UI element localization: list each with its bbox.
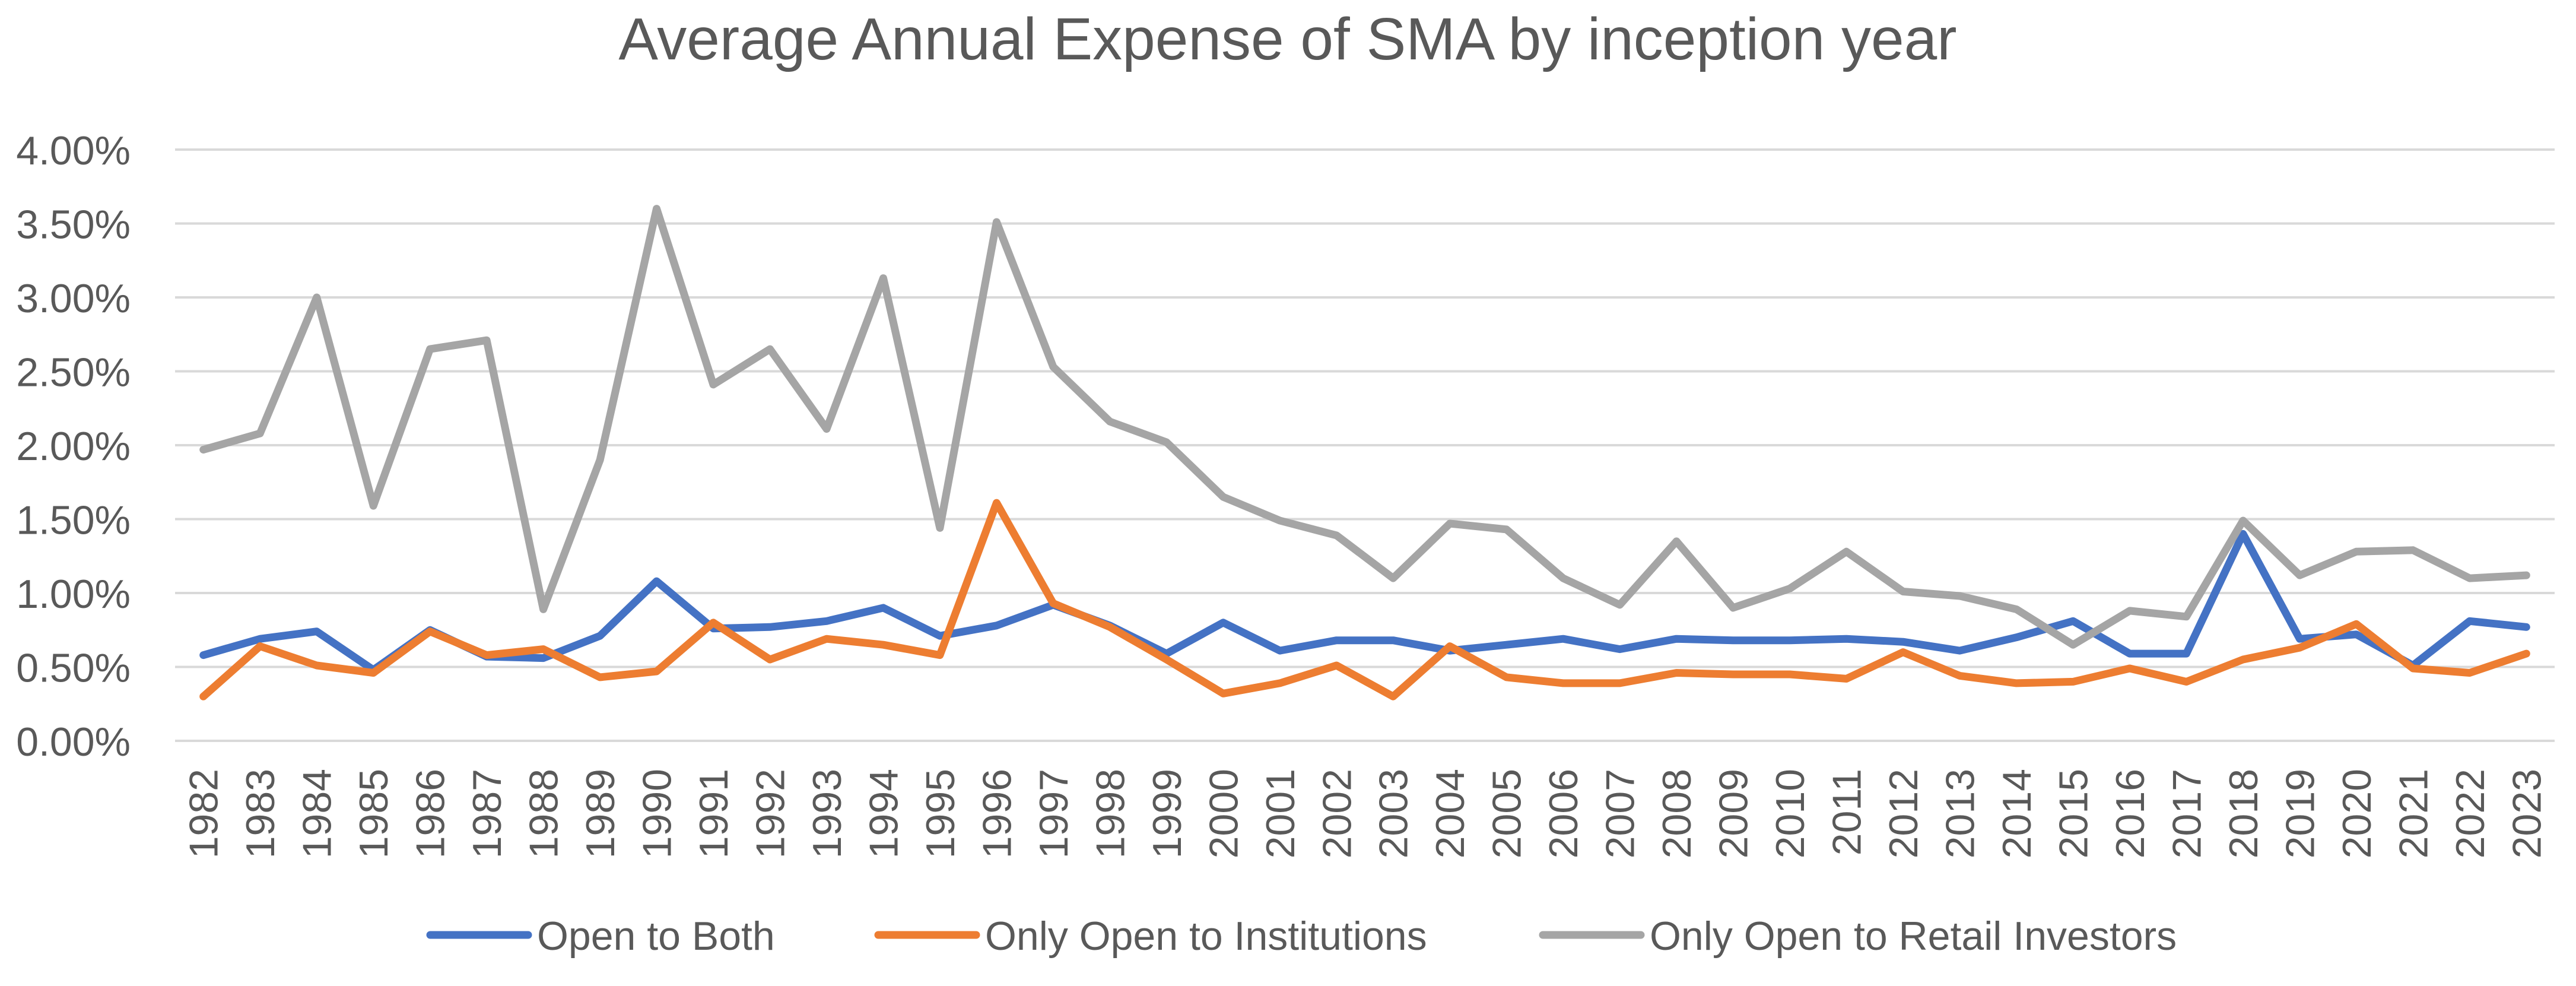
x-tick-label: 1985: [351, 769, 396, 858]
x-tick-label: 2014: [1994, 769, 2040, 858]
x-tick-label: 2002: [1314, 769, 1360, 858]
gridlines: [175, 148, 2555, 742]
x-tick-label: 1982: [182, 769, 227, 858]
x-tick-label: 1987: [465, 769, 510, 858]
series-line-3[interactable]: [199, 205, 2530, 649]
series-line-1[interactable]: [199, 530, 2530, 674]
legend-item[interactable]: Only Open to Institutions: [874, 914, 1427, 959]
x-tick-label: 2005: [1485, 769, 1530, 858]
y-tick-label: 3.50%: [16, 202, 131, 248]
x-tick-label: 1992: [748, 769, 793, 858]
x-tick-label: 1997: [1031, 769, 1076, 858]
x-tick-label: 2013: [1938, 769, 1983, 858]
y-tick-label: 1.00%: [16, 572, 131, 617]
x-tick-label: 2020: [2334, 769, 2380, 858]
legend-label: Open to Both: [537, 914, 775, 959]
y-tick-label: 2.00%: [16, 424, 131, 469]
y-tick-label: 3.00%: [16, 276, 131, 321]
y-tick-label: 0.50%: [16, 646, 131, 691]
x-axis-tick-labels: 1982 1983 1984 1985 1986 1987 1988 1989 1990 1991…: [182, 769, 2550, 858]
x-tick-label: 2010: [1768, 769, 1813, 858]
x-tick-label: 1991: [691, 769, 736, 858]
x-tick-label: 2000: [1201, 769, 1246, 858]
y-tick-label: 2.50%: [16, 350, 131, 395]
x-tick-label: 2006: [1541, 769, 1586, 858]
legend-item[interactable]: Open to Both: [426, 914, 775, 959]
x-tick-label: 2011: [1825, 769, 1870, 855]
x-tick-label: 2017: [2164, 769, 2209, 858]
x-tick-label: 2004: [1428, 769, 1473, 858]
chart-title: Average Annual Expense of SMA by incepti…: [618, 6, 1956, 72]
x-tick-label: 1989: [578, 769, 623, 858]
series-line-2[interactable]: [199, 499, 2530, 700]
x-tick-label: 1995: [918, 769, 963, 858]
x-tick-label: 2012: [1881, 769, 1926, 858]
x-tick-label: 2009: [1711, 769, 1756, 858]
y-tick-label: 4.00%: [16, 128, 131, 173]
x-tick-label: 1990: [635, 769, 680, 858]
legend[interactable]: Open to Both Only Open to Institutions Onl…: [426, 914, 2177, 959]
y-tick-label: 1.50%: [16, 498, 131, 543]
legend-label: Only Open to Institutions: [985, 914, 1427, 959]
x-tick-label: 1993: [805, 769, 850, 858]
x-tick-label: 2022: [2448, 769, 2493, 858]
x-tick-label: 2015: [2051, 769, 2096, 858]
x-tick-label: 1994: [861, 769, 906, 858]
x-tick-label: 2023: [2504, 769, 2549, 858]
x-tick-label: 2003: [1371, 769, 1416, 858]
x-tick-label: 2007: [1598, 769, 1643, 858]
x-tick-label: 2018: [2221, 769, 2266, 858]
y-tick-label: 0.00%: [16, 719, 131, 765]
x-tick-label: 1988: [522, 769, 567, 858]
y-axis-tick-labels: 0.00% 0.50% 1.00% 1.50% 2.00% 2.50% 3.00% 3.50%…: [16, 128, 131, 765]
x-tick-label: 1984: [295, 769, 340, 858]
legend-label: Only Open to Retail Investors: [1650, 914, 2177, 959]
series-lines: [199, 205, 2530, 700]
x-tick-label: 1983: [238, 769, 283, 858]
x-tick-label: 2001: [1258, 769, 1303, 858]
x-tick-label: 1999: [1145, 769, 1190, 858]
x-tick-label: 1998: [1088, 769, 1133, 858]
x-tick-label: 2008: [1654, 769, 1700, 858]
x-tick-label: 1986: [408, 769, 453, 858]
x-tick-label: 2019: [2278, 769, 2323, 858]
x-tick-label: 2016: [2108, 769, 2153, 858]
x-tick-label: 1996: [974, 769, 1019, 858]
legend-item[interactable]: Only Open to Retail Investors: [1539, 914, 2177, 959]
x-tick-label: 2021: [2391, 769, 2436, 858]
